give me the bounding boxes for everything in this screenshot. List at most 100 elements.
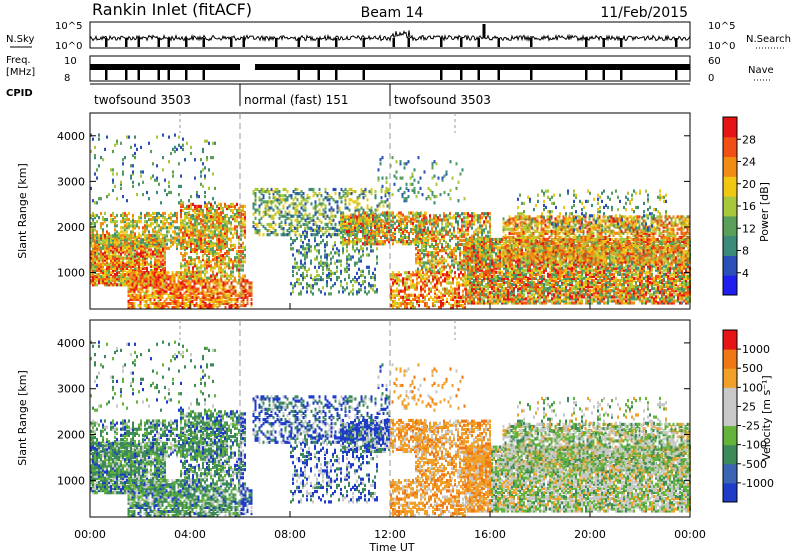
power-cell bbox=[423, 244, 425, 249]
power-cell bbox=[202, 306, 205, 310]
power-cell bbox=[443, 226, 445, 230]
power-cell bbox=[304, 208, 307, 212]
power-cell bbox=[160, 213, 162, 218]
power-cell bbox=[156, 277, 158, 281]
power-cell bbox=[364, 236, 366, 240]
power-cell bbox=[152, 234, 154, 238]
power-cell bbox=[138, 254, 140, 258]
power-cell bbox=[274, 198, 277, 202]
power-cell bbox=[408, 285, 410, 289]
power-cell bbox=[135, 295, 138, 299]
power-cell bbox=[184, 270, 186, 274]
power-cell bbox=[258, 233, 261, 237]
power-cell bbox=[254, 210, 257, 214]
power-cell bbox=[159, 306, 162, 310]
power-cell bbox=[136, 224, 138, 228]
power-cell bbox=[376, 238, 378, 242]
power-cell bbox=[372, 284, 374, 288]
power-cell bbox=[244, 283, 247, 287]
nsky-spike bbox=[482, 24, 486, 38]
power-cell bbox=[120, 254, 122, 258]
power-cell bbox=[455, 216, 457, 220]
power-cell bbox=[425, 253, 427, 257]
power-cell bbox=[155, 289, 158, 293]
power-cell bbox=[258, 210, 261, 214]
power-cell bbox=[318, 265, 320, 269]
power-cell bbox=[240, 249, 242, 254]
power-cell bbox=[210, 244, 212, 248]
power-cell bbox=[370, 284, 372, 288]
power-cell bbox=[280, 226, 283, 231]
power-cell bbox=[137, 289, 140, 293]
power-cell bbox=[386, 236, 388, 240]
power-cell bbox=[352, 288, 354, 292]
power-cell bbox=[422, 281, 424, 285]
power-cell bbox=[188, 217, 190, 221]
power-cell bbox=[130, 266, 132, 270]
power-cell bbox=[250, 285, 253, 289]
power-cell bbox=[173, 297, 176, 301]
power-cell bbox=[218, 219, 220, 223]
power-cell bbox=[194, 262, 196, 266]
power-cell bbox=[360, 192, 363, 196]
power-cell bbox=[322, 265, 324, 269]
power-cell bbox=[139, 287, 142, 291]
power-cell bbox=[453, 263, 455, 267]
freq-tick-mark bbox=[202, 70, 205, 80]
power-cell bbox=[188, 225, 190, 229]
power-cell bbox=[144, 242, 146, 246]
power-cell bbox=[189, 291, 192, 295]
power-cell bbox=[90, 234, 92, 238]
power-cell bbox=[236, 252, 238, 256]
power-cell bbox=[342, 223, 344, 227]
power-cell bbox=[234, 299, 237, 303]
power-cell bbox=[132, 213, 134, 218]
power-cell bbox=[192, 225, 194, 229]
power-cell bbox=[149, 293, 152, 297]
power-cell bbox=[186, 268, 188, 272]
power-cell bbox=[144, 230, 146, 234]
power-cell bbox=[282, 229, 285, 233]
power-cell bbox=[366, 225, 368, 229]
power-cell bbox=[138, 266, 140, 270]
power-cell bbox=[408, 301, 410, 306]
power-cell bbox=[214, 243, 216, 247]
power-cell bbox=[310, 202, 313, 206]
power-cell bbox=[453, 234, 455, 238]
power-cell bbox=[324, 214, 327, 218]
power-cell bbox=[193, 277, 196, 281]
nsearch-tick-bottom: 10^0 bbox=[708, 41, 735, 52]
power-cell bbox=[374, 225, 376, 229]
power-cell bbox=[90, 222, 92, 226]
nsky-tick-mark bbox=[407, 38, 410, 47]
power-cell bbox=[332, 284, 334, 288]
power-cell bbox=[147, 285, 150, 289]
power-cell bbox=[416, 277, 418, 281]
power-cell bbox=[162, 264, 164, 268]
power-cell bbox=[296, 204, 299, 208]
power-cell bbox=[194, 215, 196, 219]
power-cell bbox=[392, 299, 394, 303]
power-cell bbox=[425, 265, 427, 269]
power-cell bbox=[396, 301, 398, 306]
power-cell bbox=[417, 212, 419, 216]
power-cell bbox=[282, 198, 285, 202]
power-cell bbox=[148, 248, 150, 252]
power-cell bbox=[358, 211, 360, 215]
power-cell bbox=[200, 227, 202, 231]
power-cell bbox=[187, 285, 190, 289]
power-cell bbox=[130, 250, 132, 254]
power-cell bbox=[202, 225, 204, 229]
power-cell bbox=[230, 287, 233, 291]
freq-tick-mark bbox=[602, 70, 605, 80]
power-cell bbox=[153, 277, 156, 281]
power-cell bbox=[424, 283, 426, 287]
power-cell bbox=[170, 216, 172, 220]
power-cell bbox=[138, 226, 140, 230]
power-cell bbox=[220, 260, 222, 264]
power-cell bbox=[312, 278, 314, 282]
power-cell bbox=[170, 234, 172, 238]
power-cell bbox=[416, 299, 418, 303]
power-cell bbox=[278, 212, 281, 216]
power-cell bbox=[180, 264, 182, 268]
